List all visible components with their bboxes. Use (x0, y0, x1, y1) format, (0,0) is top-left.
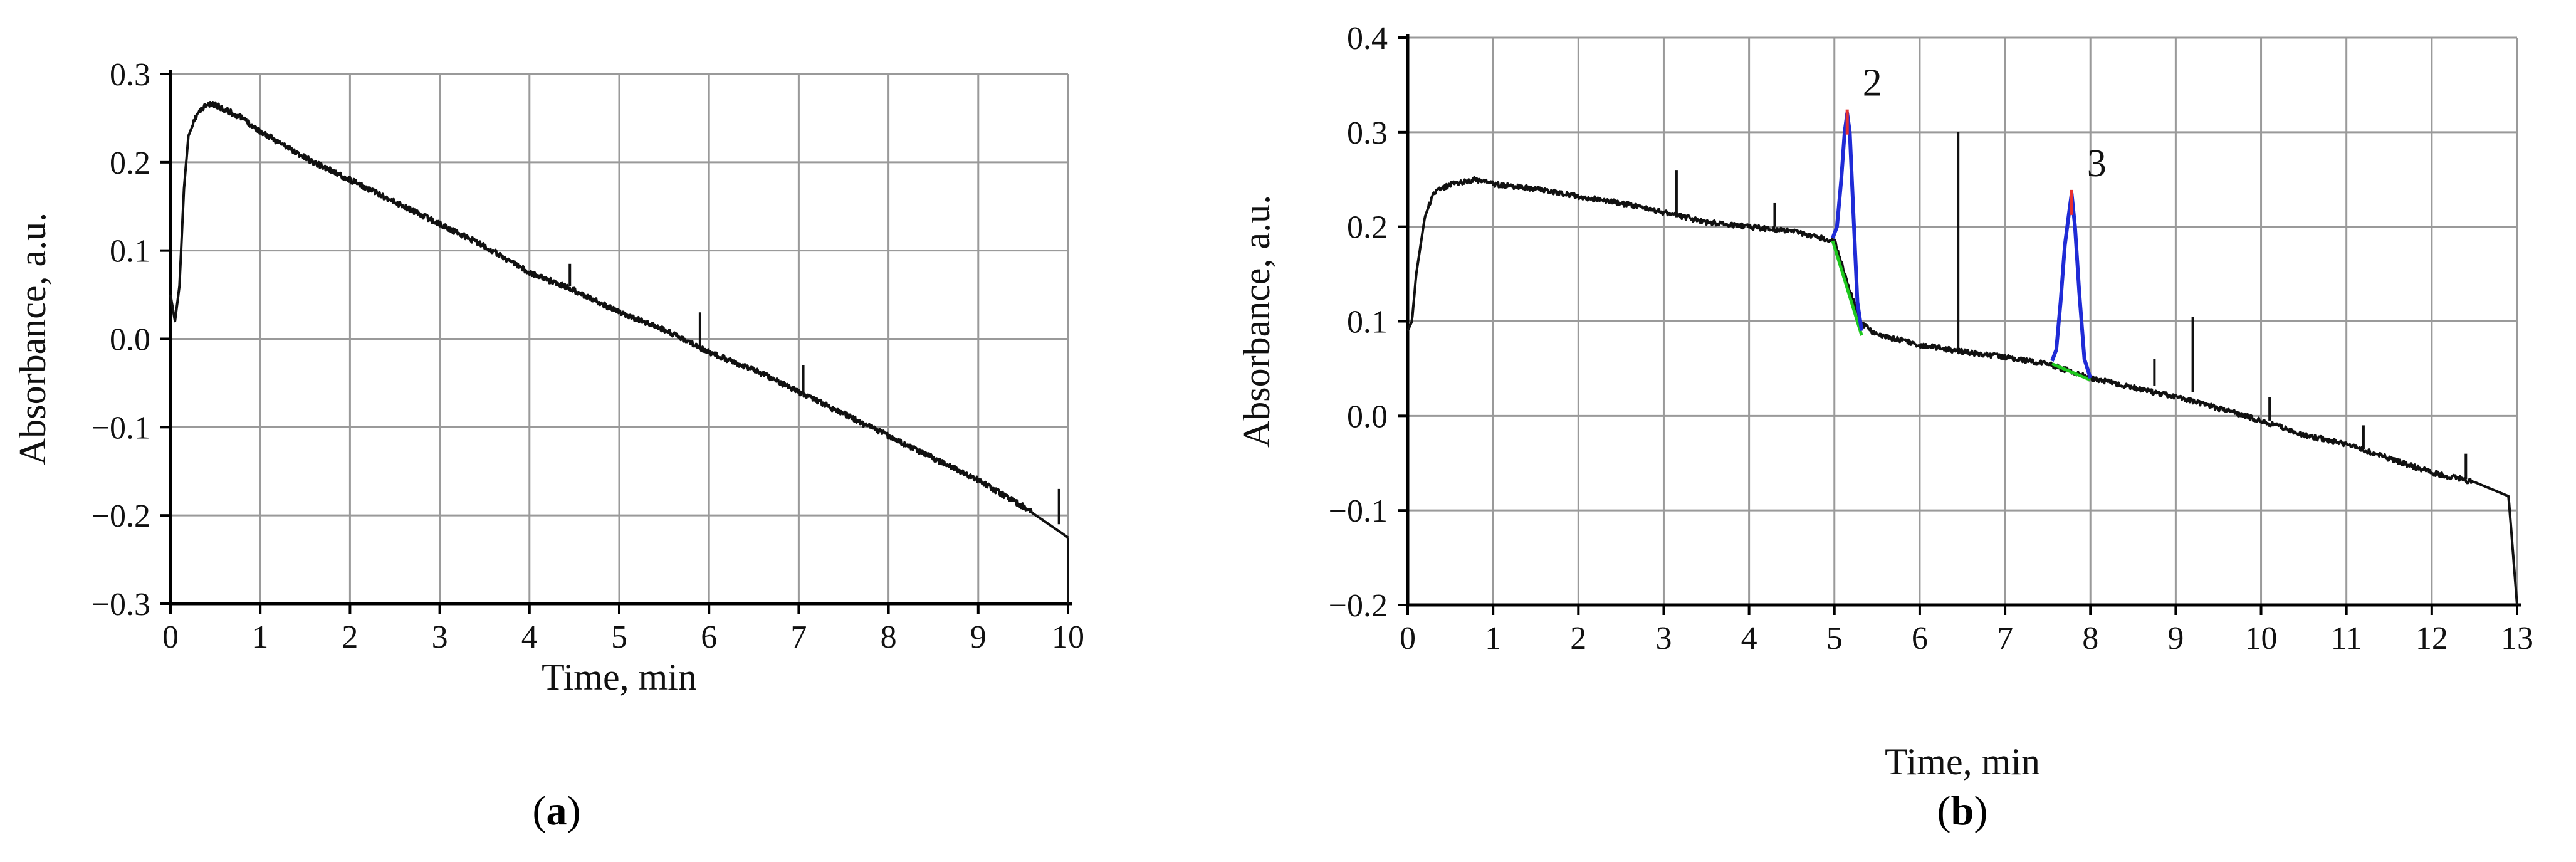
y-tick-label-b: −0.2 (1329, 588, 1388, 624)
x-tick-label-a: 10 (1052, 619, 1084, 655)
peak-baseline-b (1831, 240, 1863, 336)
y-tick-label-a: −0.3 (92, 587, 150, 623)
y-tick-label-b: 0.1 (1347, 305, 1388, 340)
series-line-a (169, 101, 1069, 539)
x-tick-label-b: 5 (1826, 621, 1843, 656)
x-tick-label-b: 12 (2416, 621, 2448, 656)
x-axis-title-a: Time, min (542, 656, 697, 698)
x-tick-label-a: 2 (342, 619, 358, 655)
x-tick-label-a: 9 (970, 619, 987, 655)
panel-label-a: (a) (533, 788, 581, 834)
x-axis-title-b: Time, min (1885, 741, 2040, 782)
peak-label-b: 3 (2087, 142, 2107, 185)
x-tick-label-b: 10 (2245, 621, 2278, 656)
x-tick-label-a: 6 (701, 619, 717, 655)
y-tick-label-a: 0.0 (110, 322, 150, 358)
x-tick-label-b: 13 (2501, 621, 2533, 656)
y-tick-label-a: 0.2 (110, 145, 150, 181)
x-tick-label-a: 7 (790, 619, 807, 655)
y-tick-label-a: −0.2 (92, 498, 150, 534)
y-tick-label-b: 0.0 (1347, 399, 1388, 434)
x-tick-label-b: 8 (2082, 621, 2098, 656)
peak-baseline-b (2051, 362, 2092, 382)
peak-label-b: 2 (1863, 62, 1882, 105)
x-tick-label-a: 1 (252, 619, 268, 655)
x-tick-label-a: 0 (162, 619, 179, 655)
y-tick-label-b: 0.4 (1347, 21, 1388, 56)
x-tick-label-b: 3 (1655, 621, 1672, 656)
x-tick-label-b: 7 (1997, 621, 2013, 656)
y-tick-label-b: 0.2 (1347, 210, 1388, 246)
series-line-b (1406, 176, 2518, 606)
x-tick-label-a: 3 (432, 619, 448, 655)
y-tick-label-a: 0.1 (110, 234, 150, 270)
y-tick-label-a: 0.3 (110, 57, 150, 93)
y-tick-label-b: −0.1 (1329, 493, 1388, 529)
x-tick-label-a: 8 (881, 619, 897, 655)
x-tick-label-a: 4 (521, 619, 538, 655)
x-tick-label-b: 9 (2167, 621, 2184, 656)
x-tick-label-b: 6 (1912, 621, 1928, 656)
x-tick-label-b: 1 (1485, 621, 1501, 656)
chart-b: 0 1 2 3 4 5 6 7 8 9 10 11 12 130.40.30.20.10.0−0.1−0.… (1236, 21, 2533, 834)
y-tick-label-a: −0.1 (92, 410, 150, 446)
panel-label-b: (b) (1937, 788, 1988, 834)
x-tick-label-a: 5 (611, 619, 627, 655)
x-tick-label-b: 11 (2331, 621, 2362, 656)
y-axis-title-a: Absorbance, a.u. (12, 213, 53, 465)
x-tick-label-b: 4 (1741, 621, 1757, 656)
chart-a: 0 1 2 3 4 5 6 7 8 9 10 0.3 0.2 0.1 0.0 −0.1 −0.2 −0.3 Time… (12, 57, 1084, 834)
x-tick-label-b: 2 (1570, 621, 1586, 656)
y-axis-title-b: Absorbance, a.u. (1236, 195, 1277, 448)
x-tick-label-b: 0 (1400, 621, 1416, 656)
y-tick-label-b: 0.3 (1347, 115, 1388, 151)
